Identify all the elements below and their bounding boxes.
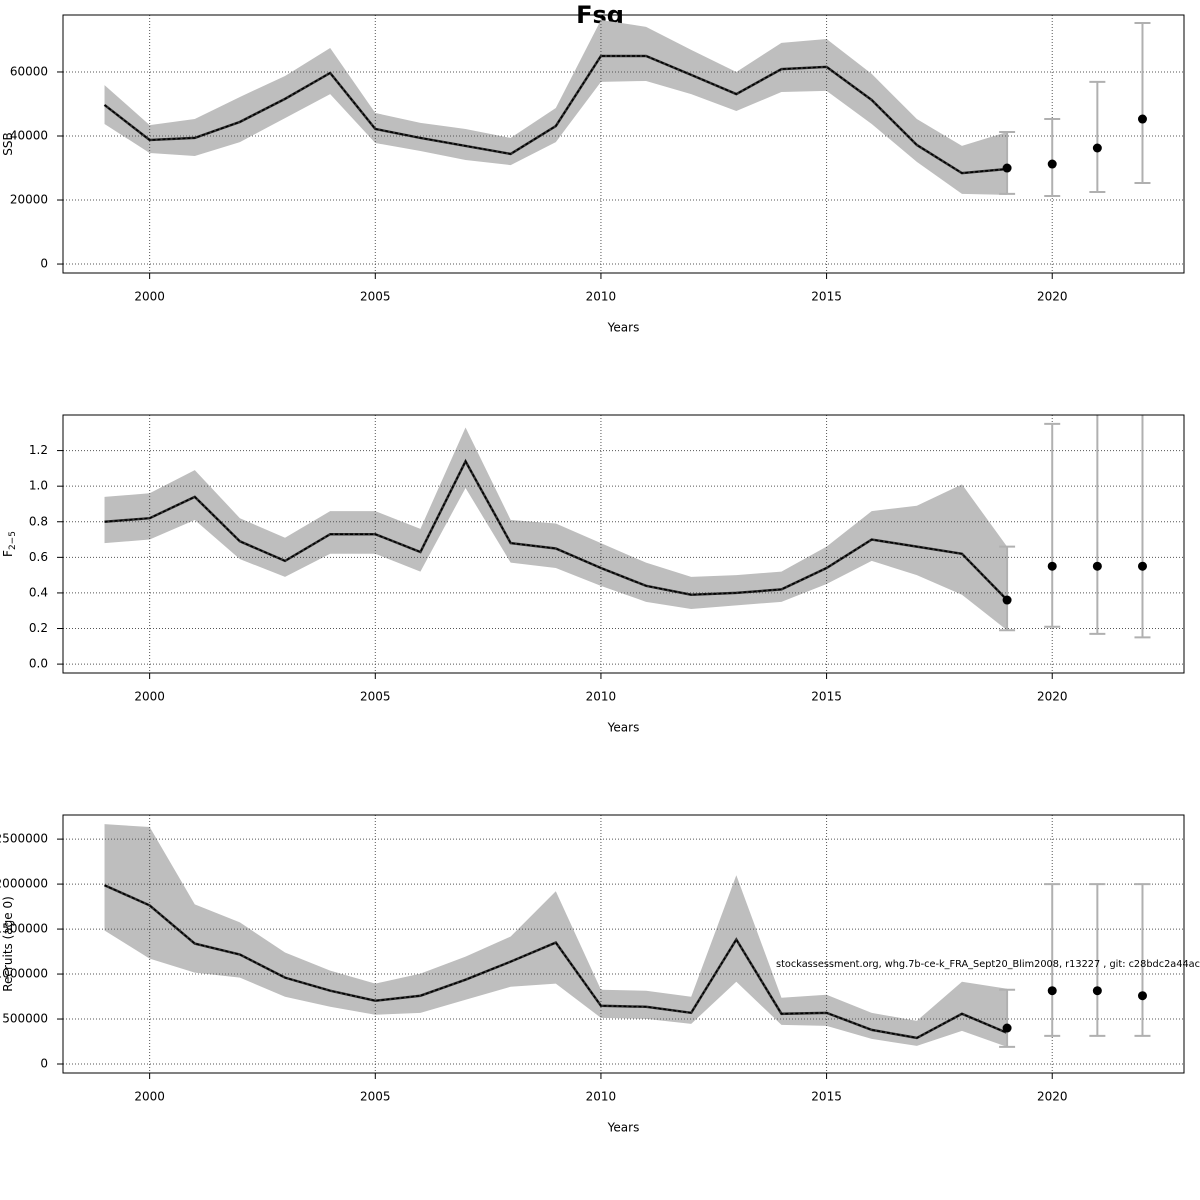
x-tick-label: 2000 <box>134 1090 165 1104</box>
plot-area <box>63 815 1184 1073</box>
y-tick-label: 20000 <box>10 193 48 207</box>
x-tick-label: 2005 <box>360 290 391 304</box>
y-tick-label: 1.2 <box>29 443 48 457</box>
y-tick-label: 2500000 <box>0 832 48 846</box>
y-tick-label: 1000000 <box>0 967 48 981</box>
forecast-point <box>1002 163 1012 173</box>
y-axis-label-main: F <box>1 550 15 557</box>
x-tick-label: 2010 <box>586 690 617 704</box>
forecast-point <box>1002 595 1012 605</box>
y-tick-label: 1500000 <box>0 922 48 936</box>
x-tick-label: 2000 <box>134 290 165 304</box>
x-tick-label: 2010 <box>586 1090 617 1104</box>
forecast-point <box>1137 114 1147 124</box>
y-tick-label: 0.2 <box>29 621 48 635</box>
y-tick-label: 0.8 <box>29 514 48 528</box>
annotation: stockassessment.org, whg.7b-ce-k_FRA_Sep… <box>776 959 1200 970</box>
forecast-point <box>1092 143 1102 153</box>
y-tick-label: 60000 <box>10 64 48 78</box>
y-tick-label: 40000 <box>10 128 48 142</box>
forecast-point <box>1137 991 1147 1001</box>
forecast-point <box>1047 986 1057 996</box>
x-tick-label: 2000 <box>134 690 165 704</box>
forecast-point <box>1092 561 1102 571</box>
x-tick-label: 2015 <box>811 690 842 704</box>
x-axis-label: Years <box>607 721 640 735</box>
estimate-line <box>104 458 1008 601</box>
confidence-band <box>104 824 1008 1047</box>
y-tick-label: 0.0 <box>29 657 48 671</box>
plot-frame <box>62 814 1185 1074</box>
plot-area <box>63 15 1184 273</box>
y-tick-label: 0.4 <box>29 585 48 599</box>
y-tick-label: 0.6 <box>29 550 48 564</box>
x-tick-label: 2005 <box>360 1090 391 1104</box>
plot-area <box>63 415 1184 673</box>
plot-frame <box>62 414 1185 674</box>
x-tick-label: 2020 <box>1037 290 1068 304</box>
y-tick-label: 0 <box>40 1057 48 1071</box>
y-tick-label: 0 <box>40 257 48 271</box>
x-tick-label: 2020 <box>1037 690 1068 704</box>
forecast-point <box>1047 159 1057 169</box>
forecast-point <box>1047 561 1057 571</box>
x-axis-label: Years <box>607 1121 640 1135</box>
forecast-point <box>1002 1023 1012 1033</box>
plot-frame <box>62 14 1185 274</box>
y-tick-label: 500000 <box>2 1012 48 1026</box>
forecast-point <box>1137 561 1147 571</box>
estimate-line-dashes <box>104 884 1008 1039</box>
y-axis-label-sub: 2−5 <box>8 531 18 550</box>
confidence-band <box>104 19 1008 195</box>
x-tick-label: 2005 <box>360 690 391 704</box>
y-axis-label: SSB <box>1 132 15 155</box>
y-axis-label: F2−5 <box>1 531 18 557</box>
confidence-band <box>104 427 1008 631</box>
estimate-line-dashes <box>104 55 1008 174</box>
x-tick-label: 2015 <box>811 1090 842 1104</box>
x-tick-label: 2015 <box>811 290 842 304</box>
y-tick-label: 1.0 <box>29 479 48 493</box>
forecast-point <box>1092 986 1102 996</box>
y-axis-label-main: SSB <box>1 132 15 155</box>
x-tick-label: 2020 <box>1037 1090 1068 1104</box>
y-tick-label: 2000000 <box>0 877 48 891</box>
x-axis-label: Years <box>607 321 640 335</box>
y-axis-label-main: Recruits (age 0) <box>1 896 15 992</box>
x-tick-label: 2010 <box>586 290 617 304</box>
y-axis-label: Recruits (age 0) <box>1 896 15 992</box>
